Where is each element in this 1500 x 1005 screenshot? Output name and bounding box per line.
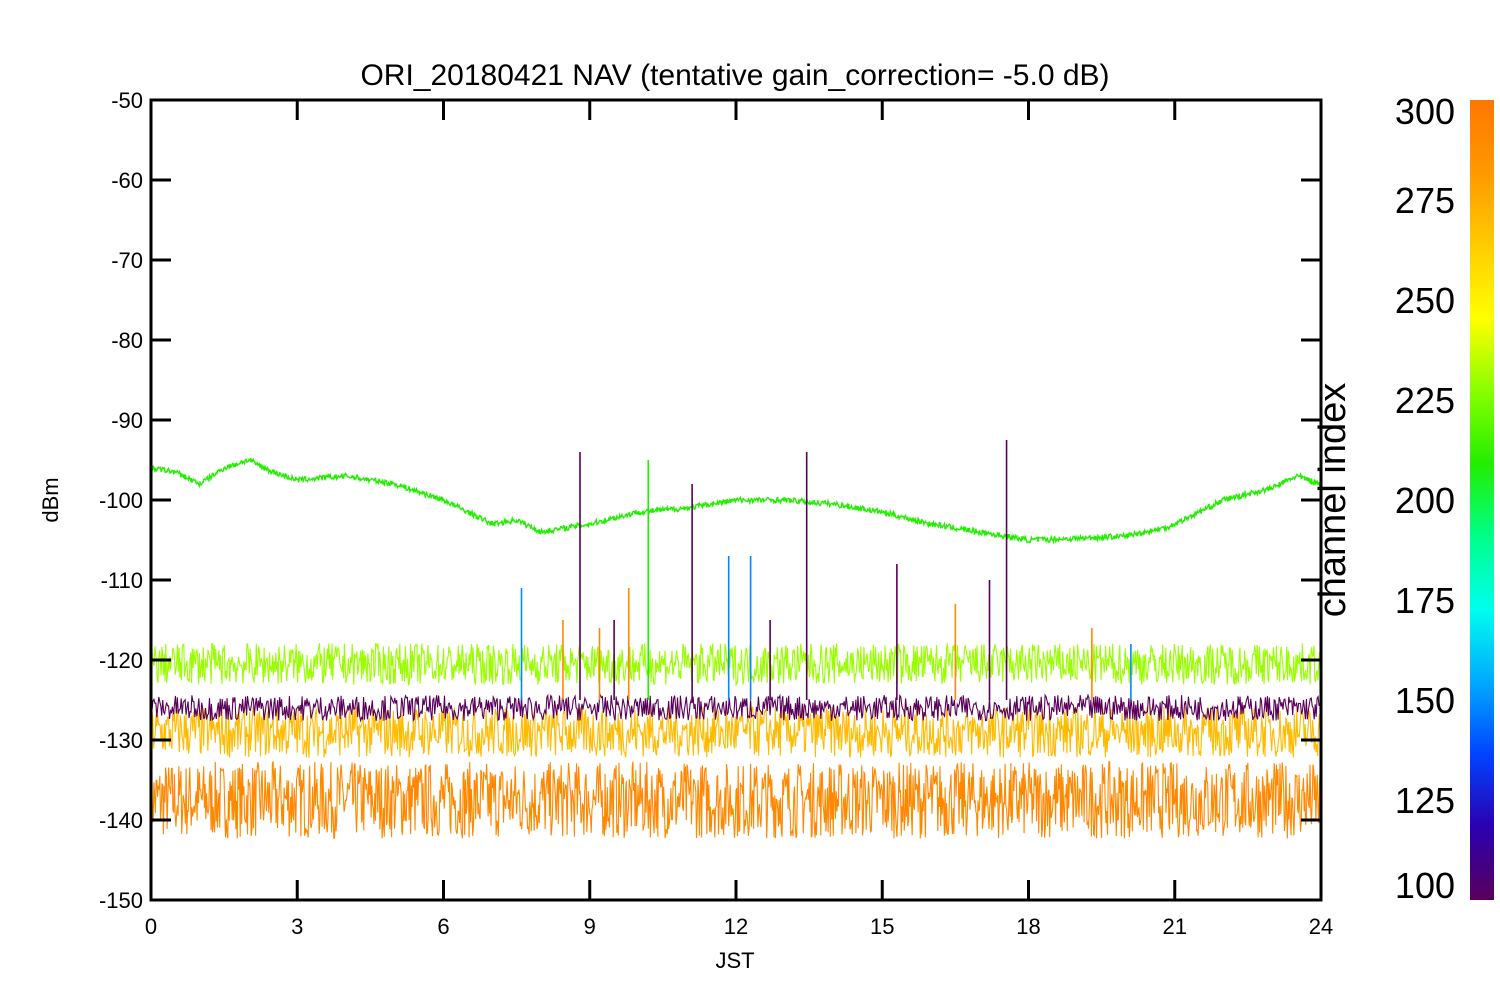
colorbar-tick-label-5: 175 bbox=[1395, 580, 1455, 621]
x-tick-label-3: 9 bbox=[584, 914, 596, 939]
axes: 0 3 6 9 12 15 18 21 24 -50 -60 -70 -80 -90 -100 -110 -12… bbox=[99, 88, 1333, 939]
x-tick-label-1: 3 bbox=[291, 914, 303, 939]
colorbar bbox=[1470, 100, 1494, 900]
y-tick-label-0: -50 bbox=[111, 88, 143, 113]
series-line-4 bbox=[151, 760, 1321, 839]
plot-area bbox=[151, 440, 1321, 839]
y-tick-label-6: -110 bbox=[101, 568, 143, 593]
colorbar-tick-label-0: 300 bbox=[1395, 91, 1455, 132]
x-tick-label-2: 6 bbox=[437, 914, 449, 939]
x-tick-label-4: 12 bbox=[724, 914, 748, 939]
colorbar-label: channel index bbox=[1312, 383, 1354, 618]
colorbar-tick-label-6: 150 bbox=[1395, 680, 1455, 721]
y-tick-label-1: -60 bbox=[111, 168, 143, 193]
y-axis-label: dBm bbox=[38, 477, 63, 522]
x-axis-label: JST bbox=[715, 948, 754, 973]
series-line-2 bbox=[151, 693, 1321, 723]
x-tick-label-5: 15 bbox=[870, 914, 894, 939]
colorbar-tick-label-8: 100 bbox=[1395, 865, 1455, 906]
series-line-3 bbox=[151, 706, 1321, 758]
y-tick-label-4: -90 bbox=[111, 408, 143, 433]
colorbar-tick-label-7: 125 bbox=[1395, 780, 1455, 821]
series-line-1 bbox=[151, 642, 1321, 687]
colorbar-tick-label-2: 250 bbox=[1395, 280, 1455, 321]
y-tick-label-3: -80 bbox=[111, 328, 143, 353]
y-tick-label-9: -140 bbox=[99, 808, 143, 833]
y-tick-label-5: -100 bbox=[99, 488, 143, 513]
x-tick-label-0: 0 bbox=[145, 914, 157, 939]
x-tick-label-6: 18 bbox=[1016, 914, 1040, 939]
x-tick-label-7: 21 bbox=[1163, 914, 1187, 939]
series-line-0 bbox=[151, 457, 1321, 545]
x-tick-label-8: 24 bbox=[1309, 914, 1333, 939]
y-tick-label-8: -130 bbox=[99, 728, 143, 753]
chart-title: ORI_20180421 NAV (tentative gain_correct… bbox=[360, 59, 1109, 92]
y-tick-label-10: -150 bbox=[99, 888, 143, 913]
y-tick-label-2: -70 bbox=[111, 248, 143, 273]
colorbar-ticks: 300 275 250 225 200 175 150 125 100 bbox=[1395, 91, 1455, 906]
colorbar-tick-label-3: 225 bbox=[1395, 380, 1455, 421]
colorbar-tick-label-4: 200 bbox=[1395, 480, 1455, 521]
y-tick-label-7: -120 bbox=[99, 648, 143, 673]
colorbar-tick-label-1: 275 bbox=[1395, 180, 1455, 221]
